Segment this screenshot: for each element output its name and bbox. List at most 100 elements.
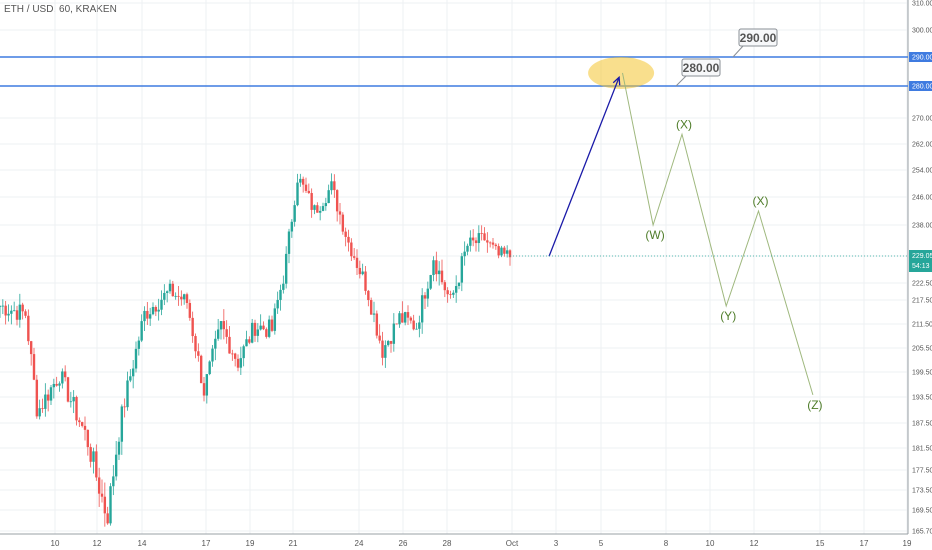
y-tick-label: 310.00 (912, 1, 932, 8)
candle-body (313, 205, 316, 210)
candle-body (177, 295, 180, 297)
candle-body (97, 477, 101, 494)
wave-label: (W) (645, 228, 664, 242)
candle-body (89, 447, 92, 462)
candle-body (205, 374, 209, 396)
candle-body (381, 340, 384, 358)
forecast-arrow-head (612, 75, 621, 86)
candle-body (4, 305, 7, 316)
candle-body (265, 329, 268, 337)
candle-body (426, 288, 430, 299)
candle-body (403, 312, 407, 323)
y-tick-label: 270.00 (912, 116, 932, 123)
candle-body (92, 451, 95, 462)
level-axis-badge (909, 52, 932, 62)
forecast-arrow[interactable] (548, 77, 620, 257)
y-tick-label: 181.50 (912, 446, 932, 453)
candle-body (163, 292, 166, 300)
candle-body (146, 310, 149, 319)
x-tick-label: 26 (399, 539, 408, 548)
candle-body (355, 257, 359, 268)
candle-body (330, 181, 333, 191)
candle-body (318, 210, 322, 213)
candle-body (267, 319, 271, 337)
y-tick-label: 193.50 (912, 395, 932, 402)
candle-body (137, 340, 141, 349)
candle-body (423, 295, 427, 299)
candle-body (75, 396, 78, 421)
candle-body (78, 420, 81, 423)
y-tick-label: 262.00 (912, 142, 932, 149)
candle-body (358, 267, 362, 275)
candle-body (372, 313, 376, 315)
candle-body (293, 205, 296, 222)
candles (0, 173, 512, 527)
candle-body (100, 493, 104, 497)
candle-body (304, 184, 308, 191)
y-tick-label: 217.50 (912, 298, 932, 305)
candle-body (24, 311, 27, 316)
candle-body (86, 429, 90, 448)
candle-body (165, 291, 169, 293)
candle-body (171, 283, 175, 297)
x-tick-label: 19 (246, 539, 255, 548)
candle-body (106, 513, 109, 524)
candle-body (412, 320, 415, 330)
candle-body (401, 313, 404, 323)
x-tick-label: 10 (51, 539, 60, 548)
candle-body (335, 190, 339, 212)
x-tick-label: 3 (554, 539, 559, 548)
candle-body (290, 221, 294, 232)
candle-body (12, 310, 16, 312)
candle-body (109, 486, 112, 524)
candle-body (134, 348, 138, 369)
x-tick-label: 10 (706, 539, 715, 548)
wave-projection-path[interactable] (622, 72, 814, 396)
candle-body (299, 178, 302, 183)
level-callout-280[interactable]: 280.00 (675, 58, 721, 87)
x-tick-label: 8 (664, 539, 669, 548)
candle-body (469, 237, 472, 246)
candle-body (486, 240, 489, 243)
candle-body (182, 294, 186, 300)
candle-body (174, 295, 177, 297)
candle-body (497, 246, 500, 256)
candle-body (449, 294, 452, 296)
y-tick-label: 165.70 (912, 529, 932, 536)
candle-body (120, 406, 124, 442)
candle-body (435, 260, 438, 275)
x-tick-label: 19 (903, 539, 912, 548)
candle-body (10, 310, 13, 314)
candle-body (418, 322, 421, 329)
x-tick-label: 24 (355, 539, 364, 548)
candle-body (483, 233, 486, 241)
candle-body (480, 233, 483, 234)
target-zone[interactable] (588, 56, 655, 89)
candle-body (41, 408, 44, 409)
candle-body (310, 193, 313, 210)
y-tick-label: 169.50 (912, 508, 932, 515)
candle-body (474, 240, 478, 244)
candle-body (287, 231, 291, 254)
candle-body (338, 211, 342, 215)
candle-body (276, 299, 279, 309)
candle-body (321, 206, 325, 211)
candle-body (392, 323, 396, 344)
candle-body (341, 214, 345, 232)
svg-text:290.00: 290.00 (740, 31, 777, 45)
candle-body (259, 325, 262, 330)
svg-text:280.00: 280.00 (683, 61, 720, 75)
candle-body (148, 314, 152, 319)
candle-body (270, 319, 274, 331)
candle-body (301, 178, 305, 185)
candle-body (180, 296, 183, 300)
candle-body (211, 348, 214, 362)
candle-body (477, 233, 481, 244)
candle-body (95, 451, 98, 478)
candle-body (216, 329, 220, 339)
level-callout-290[interactable]: 290.00 (732, 28, 778, 58)
candle-body (503, 247, 506, 254)
candle-body (117, 441, 121, 455)
candle-body (143, 310, 146, 322)
